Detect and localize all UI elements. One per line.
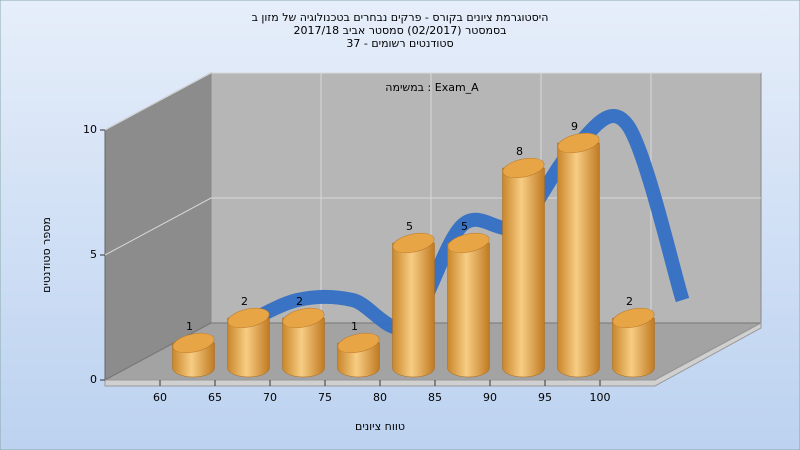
- bar-top: [502, 157, 545, 179]
- value-label: 2: [296, 295, 303, 308]
- bar: [557, 142, 600, 378]
- chart-title: בסמסטר (02/2017) סמסטר אביב 2017/18: [293, 24, 506, 37]
- x-tick-label: 85: [428, 391, 442, 404]
- bar-top: [447, 232, 490, 254]
- x-axis-label: טווח ציונים: [355, 420, 405, 433]
- bar-top: [227, 307, 270, 329]
- bar-top: [557, 132, 600, 154]
- grid-line: [104, 72, 761, 131]
- x-tick-label: 60: [153, 391, 167, 404]
- bar: [227, 317, 270, 378]
- annotation: במשימה : Exam_A: [385, 81, 479, 94]
- bar: [392, 242, 435, 378]
- bar-top: [172, 332, 215, 354]
- bar: [447, 242, 490, 378]
- bar: [612, 317, 655, 378]
- y-tick-label: 10: [83, 123, 97, 136]
- x-tick-label: 95: [538, 391, 552, 404]
- value-label: 8: [516, 145, 523, 158]
- chart-title: סטודנטים רשומים - 37: [346, 37, 453, 50]
- value-label: 1: [186, 320, 193, 333]
- x-tick-label: 80: [373, 391, 387, 404]
- bar-top: [337, 332, 380, 354]
- x-tick-label: 100: [590, 391, 611, 404]
- trend-ribbon: [239, 109, 690, 335]
- bar: [282, 317, 325, 378]
- value-label: 5: [461, 220, 468, 233]
- bar: [502, 167, 545, 378]
- bar-top: [392, 232, 435, 254]
- bar-top: [282, 307, 325, 329]
- value-label: 2: [241, 295, 248, 308]
- floor-edge: [104, 322, 762, 387]
- bar-top: [612, 307, 655, 329]
- y-axis-label: מספר סטודנטים: [40, 217, 53, 293]
- value-label: 2: [626, 295, 633, 308]
- x-tick-label: 65: [208, 391, 222, 404]
- value-label: 9: [571, 120, 578, 133]
- chart-title: היסטוגרמת ציונים בקורס - פרקים נבחרים בט…: [252, 11, 549, 24]
- y-tick-label: 0: [90, 373, 97, 386]
- x-tick-label: 75: [318, 391, 332, 404]
- value-label: 5: [406, 220, 413, 233]
- y-tick-label: 5: [90, 248, 97, 261]
- value-label: 1: [351, 320, 358, 333]
- x-tick-label: 70: [263, 391, 277, 404]
- x-tick-label: 90: [483, 391, 497, 404]
